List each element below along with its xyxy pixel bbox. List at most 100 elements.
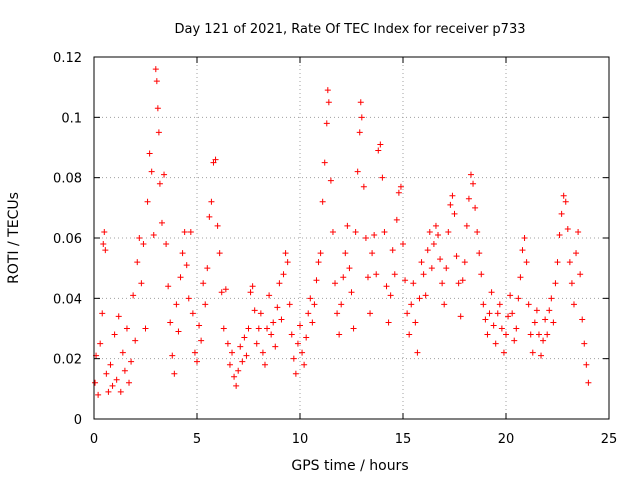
data-point [307,295,314,302]
data-point [282,250,289,257]
data-point [224,340,231,347]
data-point [218,289,225,296]
data-point [128,358,135,365]
data-point [406,331,413,338]
data-point [136,235,143,241]
data-point [121,367,128,374]
data-point [482,316,489,323]
data-point [426,228,433,235]
data-point [369,250,376,257]
y-tick-label: 0.02 [53,353,82,368]
data-point [531,319,538,326]
data-point [251,307,258,314]
data-point [313,277,320,284]
data-point [253,340,260,347]
data-point [152,66,159,73]
x-tick-label: 5 [193,432,201,447]
data-point [336,331,343,338]
data-point [338,301,345,308]
data-point [581,340,588,347]
data-point [375,147,382,154]
data-point [206,213,213,220]
data-point [323,120,330,127]
data-point [387,292,394,299]
data-point [146,150,153,157]
data-point [150,231,157,238]
data-point [272,343,279,350]
data-point [540,337,547,344]
data-point [311,301,318,308]
data-point [204,265,211,272]
y-tick-labels: 0 0.02 0.04 0.06 0.08 0.1 0.12 [53,51,82,428]
data-point [92,379,99,386]
data-point [123,325,130,332]
data-point [362,235,369,241]
data-point [332,280,339,287]
data-point [564,225,571,232]
data-point [342,250,349,257]
plot-frame [93,56,610,420]
data-point [389,247,396,254]
data-point [95,391,102,398]
data-point [292,370,299,377]
data-point [449,192,456,199]
data-point [511,337,518,344]
data-point [142,325,149,332]
x-tick-label: 10 [292,432,309,447]
data-point [416,295,423,302]
data-point [185,295,192,302]
data-point [173,301,180,308]
data-point [428,265,435,272]
data-point [214,222,221,229]
data-point [99,310,106,317]
data-point [348,289,355,296]
data-point [573,250,580,257]
data-point [480,301,487,308]
data-point [455,280,462,287]
data-point [130,292,137,299]
data-point [395,189,402,196]
data-point [187,228,194,235]
y-tick-label: 0 [74,413,82,428]
data-point [264,325,271,332]
data-point [478,271,485,278]
data-point [177,274,184,281]
data-point [222,286,229,293]
data-point [309,319,316,326]
data-point [134,259,141,266]
data-point [245,325,252,332]
data-point [432,222,439,229]
data-point [202,301,209,308]
data-point [529,349,536,356]
data-point [163,241,170,248]
data-point [109,382,116,389]
data-point [486,310,493,317]
data-point [324,87,331,94]
x-tick-label: 15 [395,432,412,447]
data-point [505,313,512,320]
data-point [181,228,188,235]
data-point [461,259,468,266]
data-point [344,222,351,229]
data-point [570,301,577,308]
data-point [356,129,363,136]
data-point [476,250,483,257]
data-point [542,316,549,323]
data-point [418,259,425,266]
data-point [412,319,419,326]
data-point [577,271,584,278]
data-point [360,183,367,190]
data-point [358,114,365,121]
data-point [352,228,359,235]
data-point [457,313,464,320]
data-point [321,159,328,166]
data-point [435,231,442,238]
data-point [451,210,458,217]
data-point [144,198,151,205]
data-point [220,325,227,332]
data-point [270,319,277,326]
data-point [484,331,491,338]
data-point [233,382,240,389]
data-point [560,192,567,199]
data-point [249,283,256,290]
